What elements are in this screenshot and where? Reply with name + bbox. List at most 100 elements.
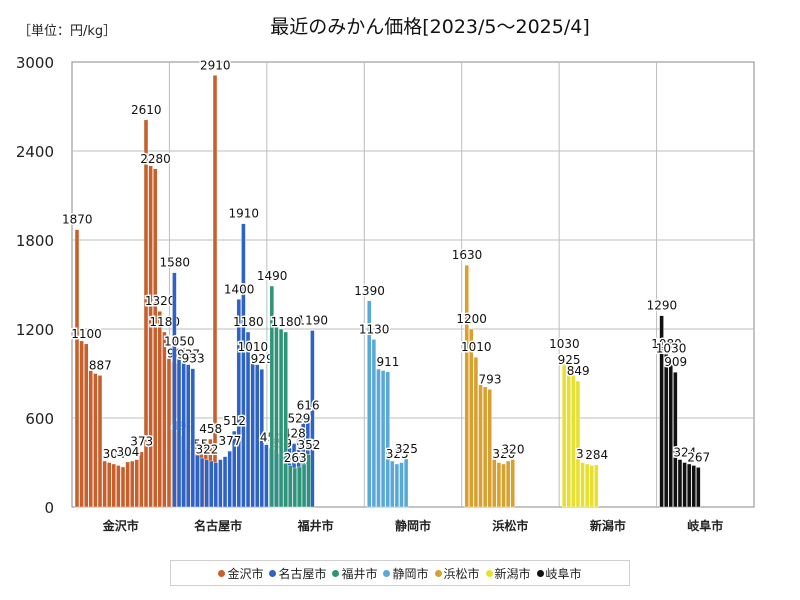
bar	[172, 272, 177, 508]
bar	[102, 460, 107, 508]
bar	[663, 354, 669, 508]
bar	[204, 459, 209, 508]
data-label: 929	[251, 352, 274, 366]
data-label: 909	[664, 355, 687, 369]
y-tick-label: 3000	[16, 54, 54, 72]
bar	[686, 463, 692, 508]
data-label: 304	[103, 447, 126, 461]
bar	[696, 467, 701, 508]
legend-dot-icon	[332, 569, 340, 577]
bar	[403, 458, 409, 508]
legend: 金沢市 名古屋市 福井市 静岡市 浜松市 新潟市 岐阜市	[170, 560, 630, 586]
legend-item: 岐阜市	[536, 565, 582, 582]
data-label: 325	[386, 447, 409, 461]
bar	[93, 373, 98, 508]
legend-label: 金沢市	[227, 566, 264, 581]
legend-dot-icon	[434, 569, 442, 577]
data-label: 352	[298, 438, 321, 452]
bar	[594, 464, 599, 508]
legend-label: 浜松市	[443, 566, 480, 581]
legend-dot-icon	[218, 569, 226, 577]
bar	[473, 356, 479, 508]
bar	[380, 370, 386, 508]
legend-dot-icon	[485, 569, 493, 577]
legend-item: 新潟市	[485, 565, 531, 582]
bar	[209, 460, 214, 508]
data-label: 2280	[140, 152, 171, 166]
legend-dot-icon	[269, 569, 277, 577]
bar	[584, 463, 590, 508]
bar	[152, 168, 158, 508]
legend-item: 福井市	[332, 565, 377, 582]
legend-label: 新潟市	[494, 566, 531, 581]
bar	[575, 380, 581, 508]
legend-label: 福井市	[341, 566, 378, 581]
data-label: 911	[377, 355, 400, 369]
data-label: 1030	[549, 337, 580, 351]
bar	[691, 465, 696, 508]
data-label: 887	[89, 358, 112, 372]
bar	[111, 463, 117, 508]
legend-item: 静岡市	[383, 565, 429, 582]
data-label: 1910	[228, 207, 259, 221]
bar	[501, 463, 506, 508]
bar	[464, 265, 469, 508]
data-label: 1010	[461, 340, 492, 354]
bar	[232, 430, 237, 508]
bar	[213, 462, 219, 508]
data-label: 263	[284, 451, 307, 465]
legend-label: 名古屋市	[278, 566, 327, 581]
y-tick-label: 2400	[16, 143, 54, 161]
x-category-label: 岐阜市	[687, 518, 723, 533]
data-label: 304	[116, 445, 139, 459]
data-label: 1200	[456, 312, 487, 326]
bar	[566, 369, 571, 508]
bar	[125, 461, 130, 508]
bar	[390, 460, 395, 508]
bar	[134, 459, 140, 508]
data-label: 1290	[647, 299, 678, 313]
data-label: 1050	[164, 334, 195, 348]
bar	[394, 463, 400, 508]
bar	[274, 325, 279, 508]
data-label: 529	[287, 412, 310, 426]
bar	[176, 351, 182, 508]
bar	[199, 457, 205, 508]
bar	[399, 462, 404, 508]
data-label: 1320	[145, 294, 176, 308]
data-label: 1580	[159, 256, 190, 270]
bar	[283, 331, 288, 508]
bar	[97, 375, 103, 508]
data-label: 1180	[233, 315, 264, 329]
bar	[259, 368, 265, 508]
legend-item: 名古屋市	[269, 565, 326, 582]
bar	[143, 119, 149, 508]
data-label: 1190	[297, 313, 328, 327]
bar	[659, 315, 664, 508]
data-label: 320	[502, 443, 525, 457]
y-tick-label: 0	[44, 499, 54, 517]
data-label: 1870	[62, 213, 93, 227]
y-tick-label: 600	[25, 410, 54, 428]
bar	[668, 358, 673, 508]
data-label: 1400	[224, 282, 255, 296]
bar	[116, 465, 121, 508]
bar	[371, 339, 377, 508]
bar	[487, 389, 492, 508]
data-label: 310	[576, 447, 599, 461]
data-label: 324	[673, 446, 696, 460]
bar	[376, 368, 381, 508]
data-label: 1130	[359, 322, 390, 336]
bar	[120, 466, 126, 508]
bar	[162, 331, 167, 508]
bar	[88, 370, 94, 508]
x-category-label: 新潟市	[590, 518, 626, 533]
x-category-label: 福井市	[297, 518, 334, 533]
bar	[83, 343, 89, 508]
bar	[236, 299, 242, 508]
bar	[510, 459, 515, 508]
bar	[482, 386, 488, 508]
